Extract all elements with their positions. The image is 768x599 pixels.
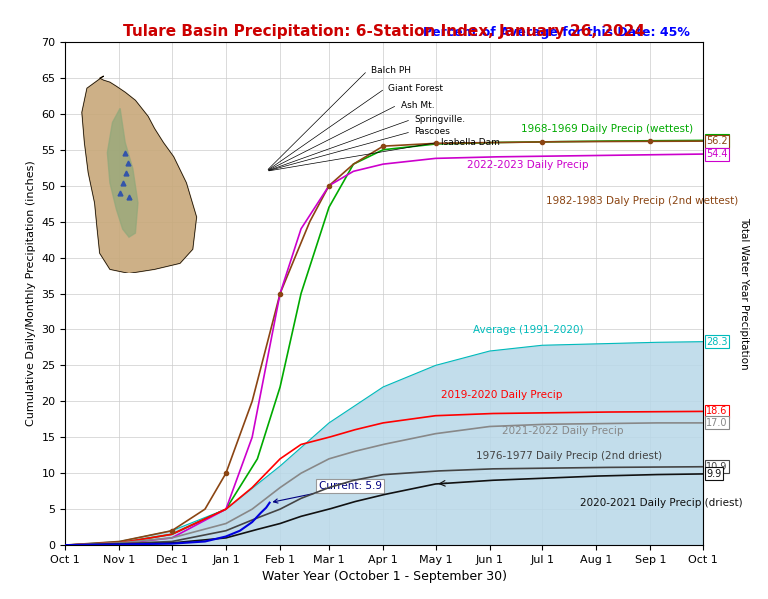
Y-axis label: Cumulative Daily/Monthly Precipitation (inches): Cumulative Daily/Monthly Precipitation (…	[26, 161, 36, 426]
X-axis label: Water Year (October 1 - September 30): Water Year (October 1 - September 30)	[261, 570, 507, 583]
Text: Total Water Year Precipitation: Total Water Year Precipitation	[739, 217, 749, 370]
Text: 18.6: 18.6	[707, 406, 727, 416]
Text: 1968-1969 Daily Precip (wettest): 1968-1969 Daily Precip (wettest)	[521, 124, 693, 134]
Title: Tulare Basin Precipitation: 6-Station Index, January 26, 2024: Tulare Basin Precipitation: 6-Station In…	[123, 25, 645, 40]
Text: 9.9: 9.9	[707, 469, 721, 479]
Text: Springville.: Springville.	[415, 115, 465, 124]
Text: 1976-1977 Daily Precip (2nd driest): 1976-1977 Daily Precip (2nd driest)	[475, 451, 662, 461]
Text: Percent of Average for this Date: 45%: Percent of Average for this Date: 45%	[423, 26, 690, 40]
Text: Isabella Dam: Isabella Dam	[441, 138, 500, 147]
Text: 10.9: 10.9	[707, 462, 727, 472]
Text: Pascoes: Pascoes	[415, 127, 451, 137]
Text: 56.3: 56.3	[707, 135, 728, 146]
Text: Ash Mt.: Ash Mt.	[401, 101, 434, 110]
Text: Average (1991-2020): Average (1991-2020)	[473, 325, 584, 335]
Text: 2022-2023 Daily Precip: 2022-2023 Daily Precip	[467, 160, 588, 170]
Text: 1982-1983 Daly Precip (2nd wettest): 1982-1983 Daly Precip (2nd wettest)	[545, 196, 738, 205]
Text: 2019-2020 Daily Precip: 2019-2020 Daily Precip	[441, 390, 562, 400]
Text: 17.0: 17.0	[707, 418, 728, 428]
Text: 56.2: 56.2	[707, 136, 728, 146]
Text: 2021-2022 Daily Precip: 2021-2022 Daily Precip	[502, 426, 624, 435]
Text: Current: 5.9: Current: 5.9	[273, 481, 382, 503]
Text: 2020-2021 Daily Precip (driest): 2020-2021 Daily Precip (driest)	[581, 498, 743, 507]
Text: Giant Forest: Giant Forest	[389, 84, 443, 93]
Text: 28.3: 28.3	[707, 337, 728, 347]
Text: Balch PH: Balch PH	[371, 66, 411, 75]
Text: 54.4: 54.4	[707, 149, 728, 159]
